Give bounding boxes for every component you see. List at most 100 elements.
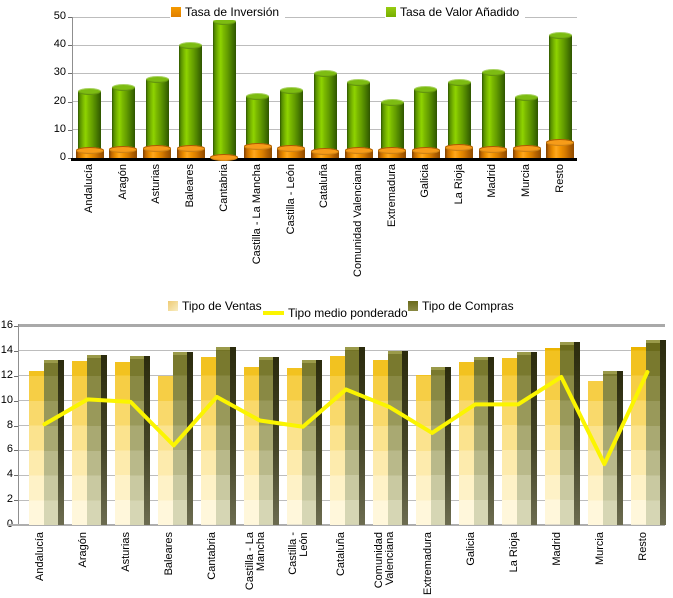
x-category-label-text: Murcia xyxy=(593,532,606,566)
y-tick-label: 12 xyxy=(0,368,13,381)
x-category-label: Cataluña xyxy=(320,532,363,596)
x-category-label: Extremadura xyxy=(375,164,409,292)
bar-3d-shadow xyxy=(531,352,538,525)
bar-tipo-de-ventas xyxy=(545,348,561,525)
x-category-label-text: Comunidad Valenciana xyxy=(352,164,365,277)
bar-3d-shadow xyxy=(272,357,279,525)
bar-tasa-de-inversion xyxy=(546,139,575,158)
bar-tipo-de-compras xyxy=(388,350,403,525)
bar-tipo-de-compras xyxy=(215,347,230,525)
legend-label: Tasa de Inversión xyxy=(185,5,280,19)
bar-tipo-de-compras xyxy=(258,357,273,525)
bar-3d-shadow xyxy=(186,352,193,525)
bar-tasa-de-inversion xyxy=(210,152,239,163)
gridline xyxy=(73,16,577,18)
bar-3d-shadow xyxy=(574,342,581,525)
bar-tipo-de-compras xyxy=(43,359,58,525)
x-category-label-text: Andalucía xyxy=(34,532,47,581)
bar-tipo-de-ventas xyxy=(459,362,475,525)
bar-tasa-de-inversion xyxy=(411,146,440,158)
bar-tipo-de-compras xyxy=(646,339,661,525)
x-category-label-text: Baleares xyxy=(184,164,197,208)
bar-tasa-de-inversion xyxy=(344,147,373,158)
x-category-label-text: Baleares xyxy=(163,532,176,576)
x-category-label-text: Asturias xyxy=(150,164,163,204)
y-axis-line xyxy=(18,324,19,525)
bar-tipo-de-ventas xyxy=(157,375,173,525)
bar-tipo-de-compras xyxy=(344,347,359,525)
x-category-label: Cantabria xyxy=(207,164,241,292)
y-tick-label: 20 xyxy=(53,94,66,107)
legend-item: Tasa de Valor Añadido xyxy=(385,4,526,20)
bar-tasa-de-inversion xyxy=(479,145,507,158)
bar-tasa-de-valor-anadido xyxy=(78,88,102,158)
bar-tipo-de-ventas xyxy=(71,360,87,525)
bar-tipo-de-compras xyxy=(474,357,489,525)
x-category-label: Castilla - La Mancha xyxy=(241,164,275,292)
bar-tipo-de-ventas xyxy=(28,370,44,525)
bar-tasa-de-valor-anadido xyxy=(212,17,236,158)
y-tick-label: 10 xyxy=(0,393,13,406)
bar-tasa-de-valor-anadido xyxy=(279,87,303,158)
y-axis-tick xyxy=(14,450,19,452)
bar-tipo-de-ventas xyxy=(329,355,345,525)
y-tick-label: 14 xyxy=(0,343,13,356)
x-axis-baseline xyxy=(71,158,577,161)
x-category-label-text: Galicia xyxy=(464,532,477,566)
y-axis-tick xyxy=(14,400,19,402)
x-category-label: Andalucía xyxy=(19,532,62,596)
bar-tasa-de-inversion xyxy=(109,145,138,158)
bar-3d-shadow xyxy=(100,354,107,525)
bar-tasa-de-inversion xyxy=(445,143,474,158)
x-category-label-text: Cataluña xyxy=(318,164,331,209)
gridline xyxy=(19,350,665,352)
bar-3d-shadow xyxy=(229,347,236,525)
bar-tipo-de-ventas xyxy=(502,358,518,525)
gridline xyxy=(73,44,577,46)
bar-tipo-de-ventas xyxy=(588,380,604,525)
y-tick-label: 2 xyxy=(6,493,13,506)
bar-tasa-de-inversion xyxy=(277,144,306,158)
bar-tasa-de-inversion xyxy=(243,142,272,158)
x-category-label-text: Andalucía xyxy=(83,164,96,213)
x-category-label-text: Galicia xyxy=(419,164,432,198)
bar-3d-shadow xyxy=(315,359,322,525)
x-category-label-text: Aragón xyxy=(77,532,90,568)
bar-tipo-de-compras xyxy=(603,370,618,525)
bar-tasa-de-valor-anadido xyxy=(246,92,270,158)
y-axis-tick xyxy=(14,425,19,427)
bar-tasa-de-valor-anadido xyxy=(111,83,135,158)
bar-3d-shadow xyxy=(617,370,624,525)
bar-tipo-de-compras xyxy=(301,359,316,525)
x-category-label: Castilla - León xyxy=(275,164,309,292)
x-category-label: Baleares xyxy=(174,164,208,292)
bar-tasa-de-valor-anadido xyxy=(347,78,371,158)
x-category-label-text: Cantabria xyxy=(206,532,219,580)
x-category-label-text: Extremadura xyxy=(421,532,434,595)
x-category-label-text: Madrid xyxy=(486,164,499,198)
bar-tipo-de-compras xyxy=(517,352,532,525)
x-category-label-text: Resto xyxy=(636,532,649,561)
bar-tasa-de-valor-anadido xyxy=(548,32,572,158)
bar-tasa-de-inversion xyxy=(512,145,541,158)
x-category-label-text: Comunidad Valenciana xyxy=(373,532,397,589)
legend-label: Tipo de Ventas xyxy=(182,299,262,313)
bar-tasa-de-inversion xyxy=(176,145,205,158)
x-category-label: Comunidad Valenciana xyxy=(364,532,407,596)
bar-tasa-de-inversion xyxy=(378,146,407,158)
x-category-label-text: Murcia xyxy=(520,164,533,198)
legend-item: Tipo medio ponderado xyxy=(262,305,414,321)
bar-3d-shadow xyxy=(488,357,495,525)
x-category-label: Cantabria xyxy=(191,532,234,596)
y-tick-label: 10 xyxy=(53,122,66,135)
bar-tipo-de-compras xyxy=(129,355,144,525)
y-axis-tick xyxy=(14,326,19,327)
bar-3d-shadow xyxy=(445,367,452,525)
y-tick-label: 8 xyxy=(6,418,13,431)
y-axis-tick xyxy=(14,375,19,377)
x-category-label: Murcia xyxy=(510,164,544,292)
x-category-label-text: La Rioja xyxy=(507,532,520,573)
bar-tasa-de-valor-anadido xyxy=(481,68,505,158)
bar-tipo-de-ventas xyxy=(631,347,647,525)
